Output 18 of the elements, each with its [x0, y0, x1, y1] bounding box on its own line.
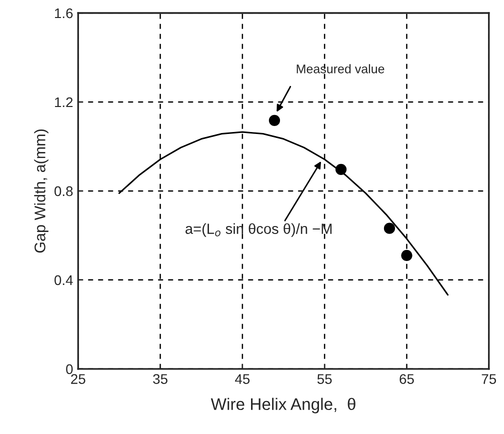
- y-tick-label: 1.6: [55, 8, 73, 18]
- x-tick-label: 25: [71, 374, 86, 384]
- y-tick-label: 0.4: [54, 275, 73, 286]
- x-tick-label: 35: [153, 374, 168, 384]
- y-tick-label: 0.8: [54, 186, 73, 196]
- x-tick-label: 75: [482, 374, 496, 384]
- point: [268, 114, 280, 126]
- y-axis-title: Gap Width, a(mm): [34, 130, 48, 253]
- annotation: Measured value: [296, 64, 384, 74]
- x-tick-label: 55: [317, 374, 332, 384]
- point: [401, 250, 412, 262]
- x-tick-label: 45: [235, 374, 250, 384]
- y-tick-label: 0: [66, 364, 73, 374]
- x-tick-label: 65: [400, 374, 414, 384]
- x-axis-title: Wire Helix Angle, θ: [210, 398, 356, 414]
- annotation: a=(L$_{o}$ sin θcos θ)/n −M: [186, 223, 332, 237]
- point: [384, 222, 396, 234]
- y-tick-label: 1.2: [55, 97, 73, 108]
